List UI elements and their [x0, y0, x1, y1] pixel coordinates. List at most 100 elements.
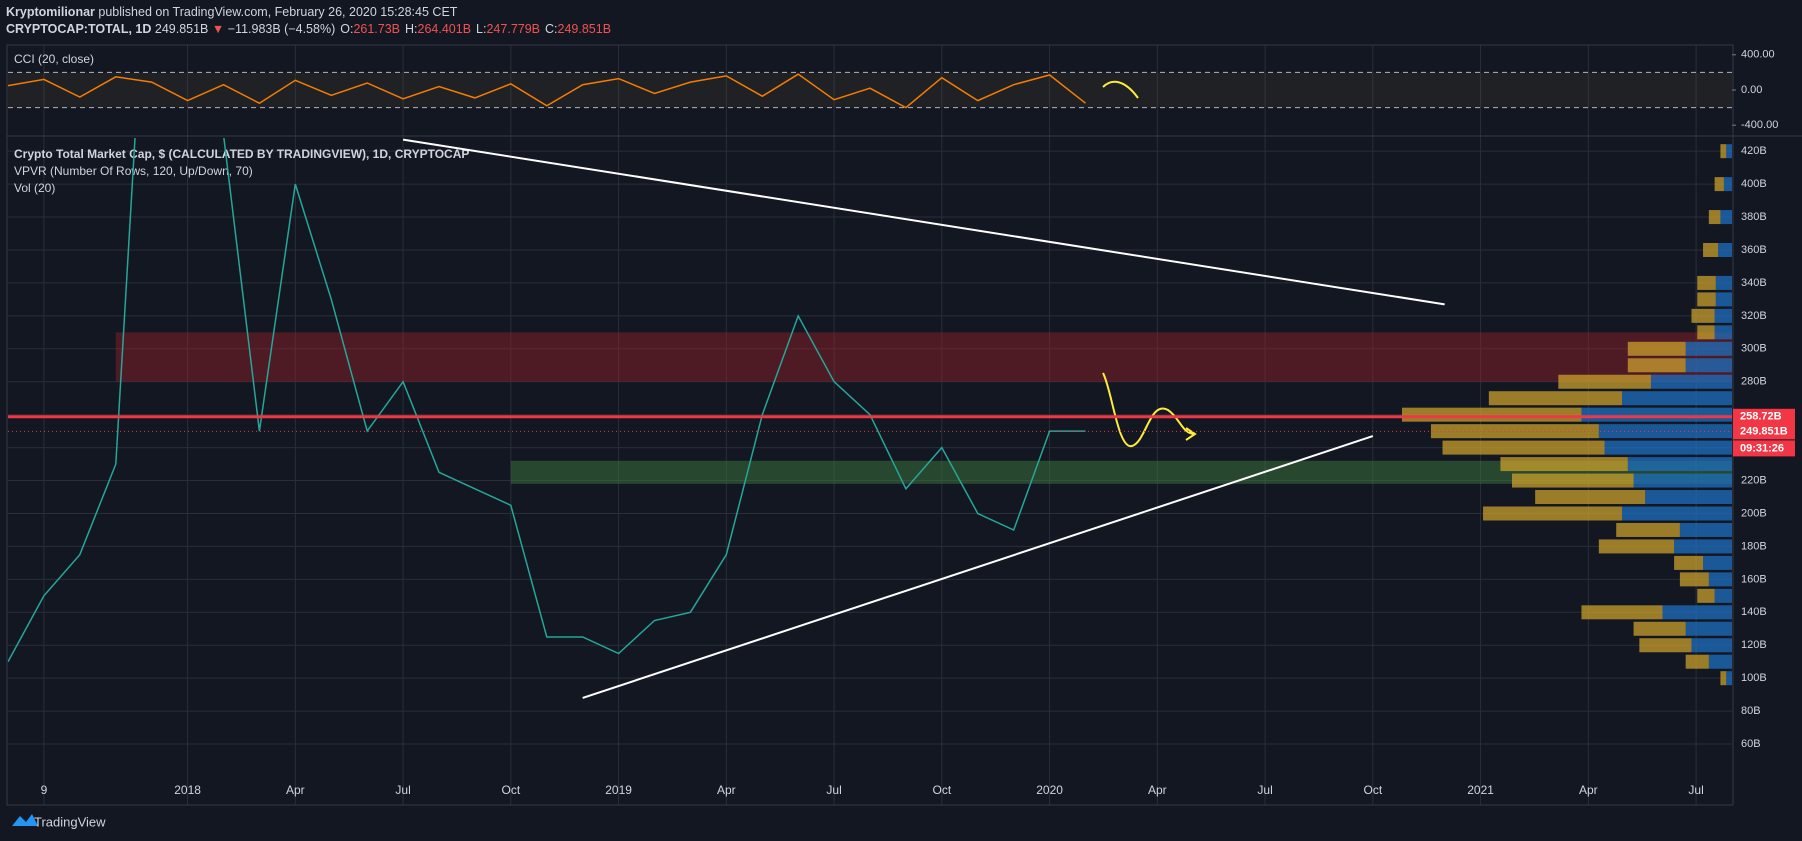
vpvr-up: [1650, 374, 1732, 389]
y-tick-label: 420B: [1741, 145, 1767, 157]
vpvr-down: [1430, 424, 1599, 439]
vpvr-down: [1633, 621, 1686, 636]
vpvr-down: [1697, 292, 1716, 307]
vpvr-up: [1685, 621, 1732, 636]
vpvr-up: [1645, 490, 1732, 505]
y-tick-label: 200B: [1741, 507, 1767, 519]
header-line: CRYPTOCAP:TOTAL, 1D 249.851B ▼ −11.983B …: [6, 22, 611, 36]
countdown: 09:31:26: [1740, 442, 1784, 454]
y-tick-label: -400.00: [1741, 119, 1778, 131]
vpvr-down: [1720, 671, 1727, 686]
vpvr-up: [1726, 671, 1732, 686]
vpvr-down: [1598, 539, 1675, 554]
vpvr-up: [1604, 440, 1732, 455]
y-tick-label: 100B: [1741, 672, 1767, 684]
x-tick-label: 2021: [1467, 783, 1494, 797]
vpvr-down: [1535, 490, 1646, 505]
cci-line: [8, 73, 1086, 109]
vpvr-up: [1714, 325, 1732, 340]
trendline: [582, 435, 1374, 699]
vpvr-down: [1697, 588, 1715, 603]
y-tick-label: 60B: [1741, 738, 1761, 750]
ohlc-value: 261.73B: [353, 22, 401, 36]
y-tick-label: 220B: [1741, 474, 1767, 486]
change: −11.983B (−4.58%): [227, 22, 336, 36]
vpvr-up: [1674, 539, 1732, 554]
x-tick-label: 2020: [1036, 783, 1063, 797]
x-tick-label: Apr: [1579, 783, 1598, 797]
cci-title: CCI (20, close): [14, 52, 94, 66]
y-tick-label: 180B: [1741, 540, 1767, 552]
x-tick-label: 2018: [174, 783, 201, 797]
vpvr-down: [1720, 144, 1727, 159]
cci-band-fill: [8, 72, 1732, 108]
last: 249.851B: [154, 22, 209, 36]
vpvr-up: [1581, 407, 1732, 422]
vpvr-up: [1723, 177, 1732, 192]
price-tag-label: 258.72B: [1740, 411, 1782, 423]
y-tick-label: 140B: [1741, 606, 1767, 618]
x-tick-label: 2019: [605, 783, 632, 797]
vpvr-up: [1714, 308, 1732, 323]
vpvr-up: [1715, 275, 1732, 290]
ohlc-value: 249.851B: [557, 22, 612, 36]
trendline: [402, 138, 1445, 306]
author: Kryptomilionar: [6, 5, 95, 19]
vpvr-down: [1488, 391, 1622, 406]
vpvr-down: [1714, 177, 1724, 192]
volume-label: Vol (20): [14, 181, 55, 195]
ohlc-key: C:: [545, 22, 558, 36]
x-tick-label: Apr: [1148, 783, 1167, 797]
vpvr-down: [1691, 308, 1715, 323]
y-tick-label: 340B: [1741, 277, 1767, 289]
vpvr-up: [1679, 522, 1732, 537]
vpvr-down: [1697, 275, 1716, 290]
countdown-tag: [1733, 440, 1795, 457]
vpvr-up: [1622, 506, 1732, 521]
vpvr-up: [1708, 572, 1732, 587]
vpvr-down: [1500, 457, 1628, 472]
y-tick-label: 400B: [1741, 178, 1767, 190]
y-tick-label: 300B: [1741, 343, 1767, 355]
y-tick-label: 380B: [1741, 211, 1767, 223]
price-tag-label: 249.851B: [1740, 425, 1788, 437]
x-tick-label: Apr: [286, 783, 305, 797]
symbol: CRYPTOCAP:TOTAL, 1D: [6, 22, 152, 36]
y-tick-label: 120B: [1741, 639, 1767, 651]
zone: [115, 332, 1732, 382]
vpvr-down: [1616, 522, 1680, 537]
vpvr-down: [1627, 358, 1686, 373]
vpvr-down: [1685, 654, 1709, 669]
y-tick-label: 320B: [1741, 310, 1767, 322]
change-arrow: ▼: [211, 22, 225, 36]
x-tick-label: Apr: [717, 783, 736, 797]
vpvr-up: [1685, 358, 1732, 373]
x-tick-label: Jul: [826, 783, 841, 797]
vpvr-up: [1720, 210, 1732, 225]
ohlc-key: H:: [405, 22, 418, 36]
vpvr-up: [1633, 473, 1732, 488]
logo: [12, 814, 38, 826]
brand: TradingView: [34, 814, 106, 829]
header-line: Kryptomilionar published on TradingView.…: [6, 5, 457, 19]
x-tick-label: Oct: [501, 783, 520, 797]
ohlc-key: L:: [476, 22, 487, 36]
vpvr-up: [1726, 144, 1732, 159]
vpvr-down: [1558, 374, 1651, 389]
vpvr-up: [1703, 555, 1732, 570]
vpvr-up: [1627, 457, 1732, 472]
ohlc-value: 264.401B: [417, 22, 472, 36]
price-line: [8, 138, 1086, 663]
vpvr-up: [1622, 391, 1732, 406]
x-tick-label: Jul: [395, 783, 410, 797]
y-tick-label: 280B: [1741, 376, 1767, 388]
price-tag: [1733, 408, 1795, 425]
x-tick-label: 9: [41, 783, 48, 797]
vpvr-down: [1512, 473, 1634, 488]
vpvr-up: [1718, 242, 1732, 257]
vpvr-up: [1708, 654, 1732, 669]
vpvr-down: [1679, 572, 1709, 587]
vpvr-down: [1703, 242, 1719, 257]
published: published on TradingView.com, February 2…: [98, 5, 458, 19]
